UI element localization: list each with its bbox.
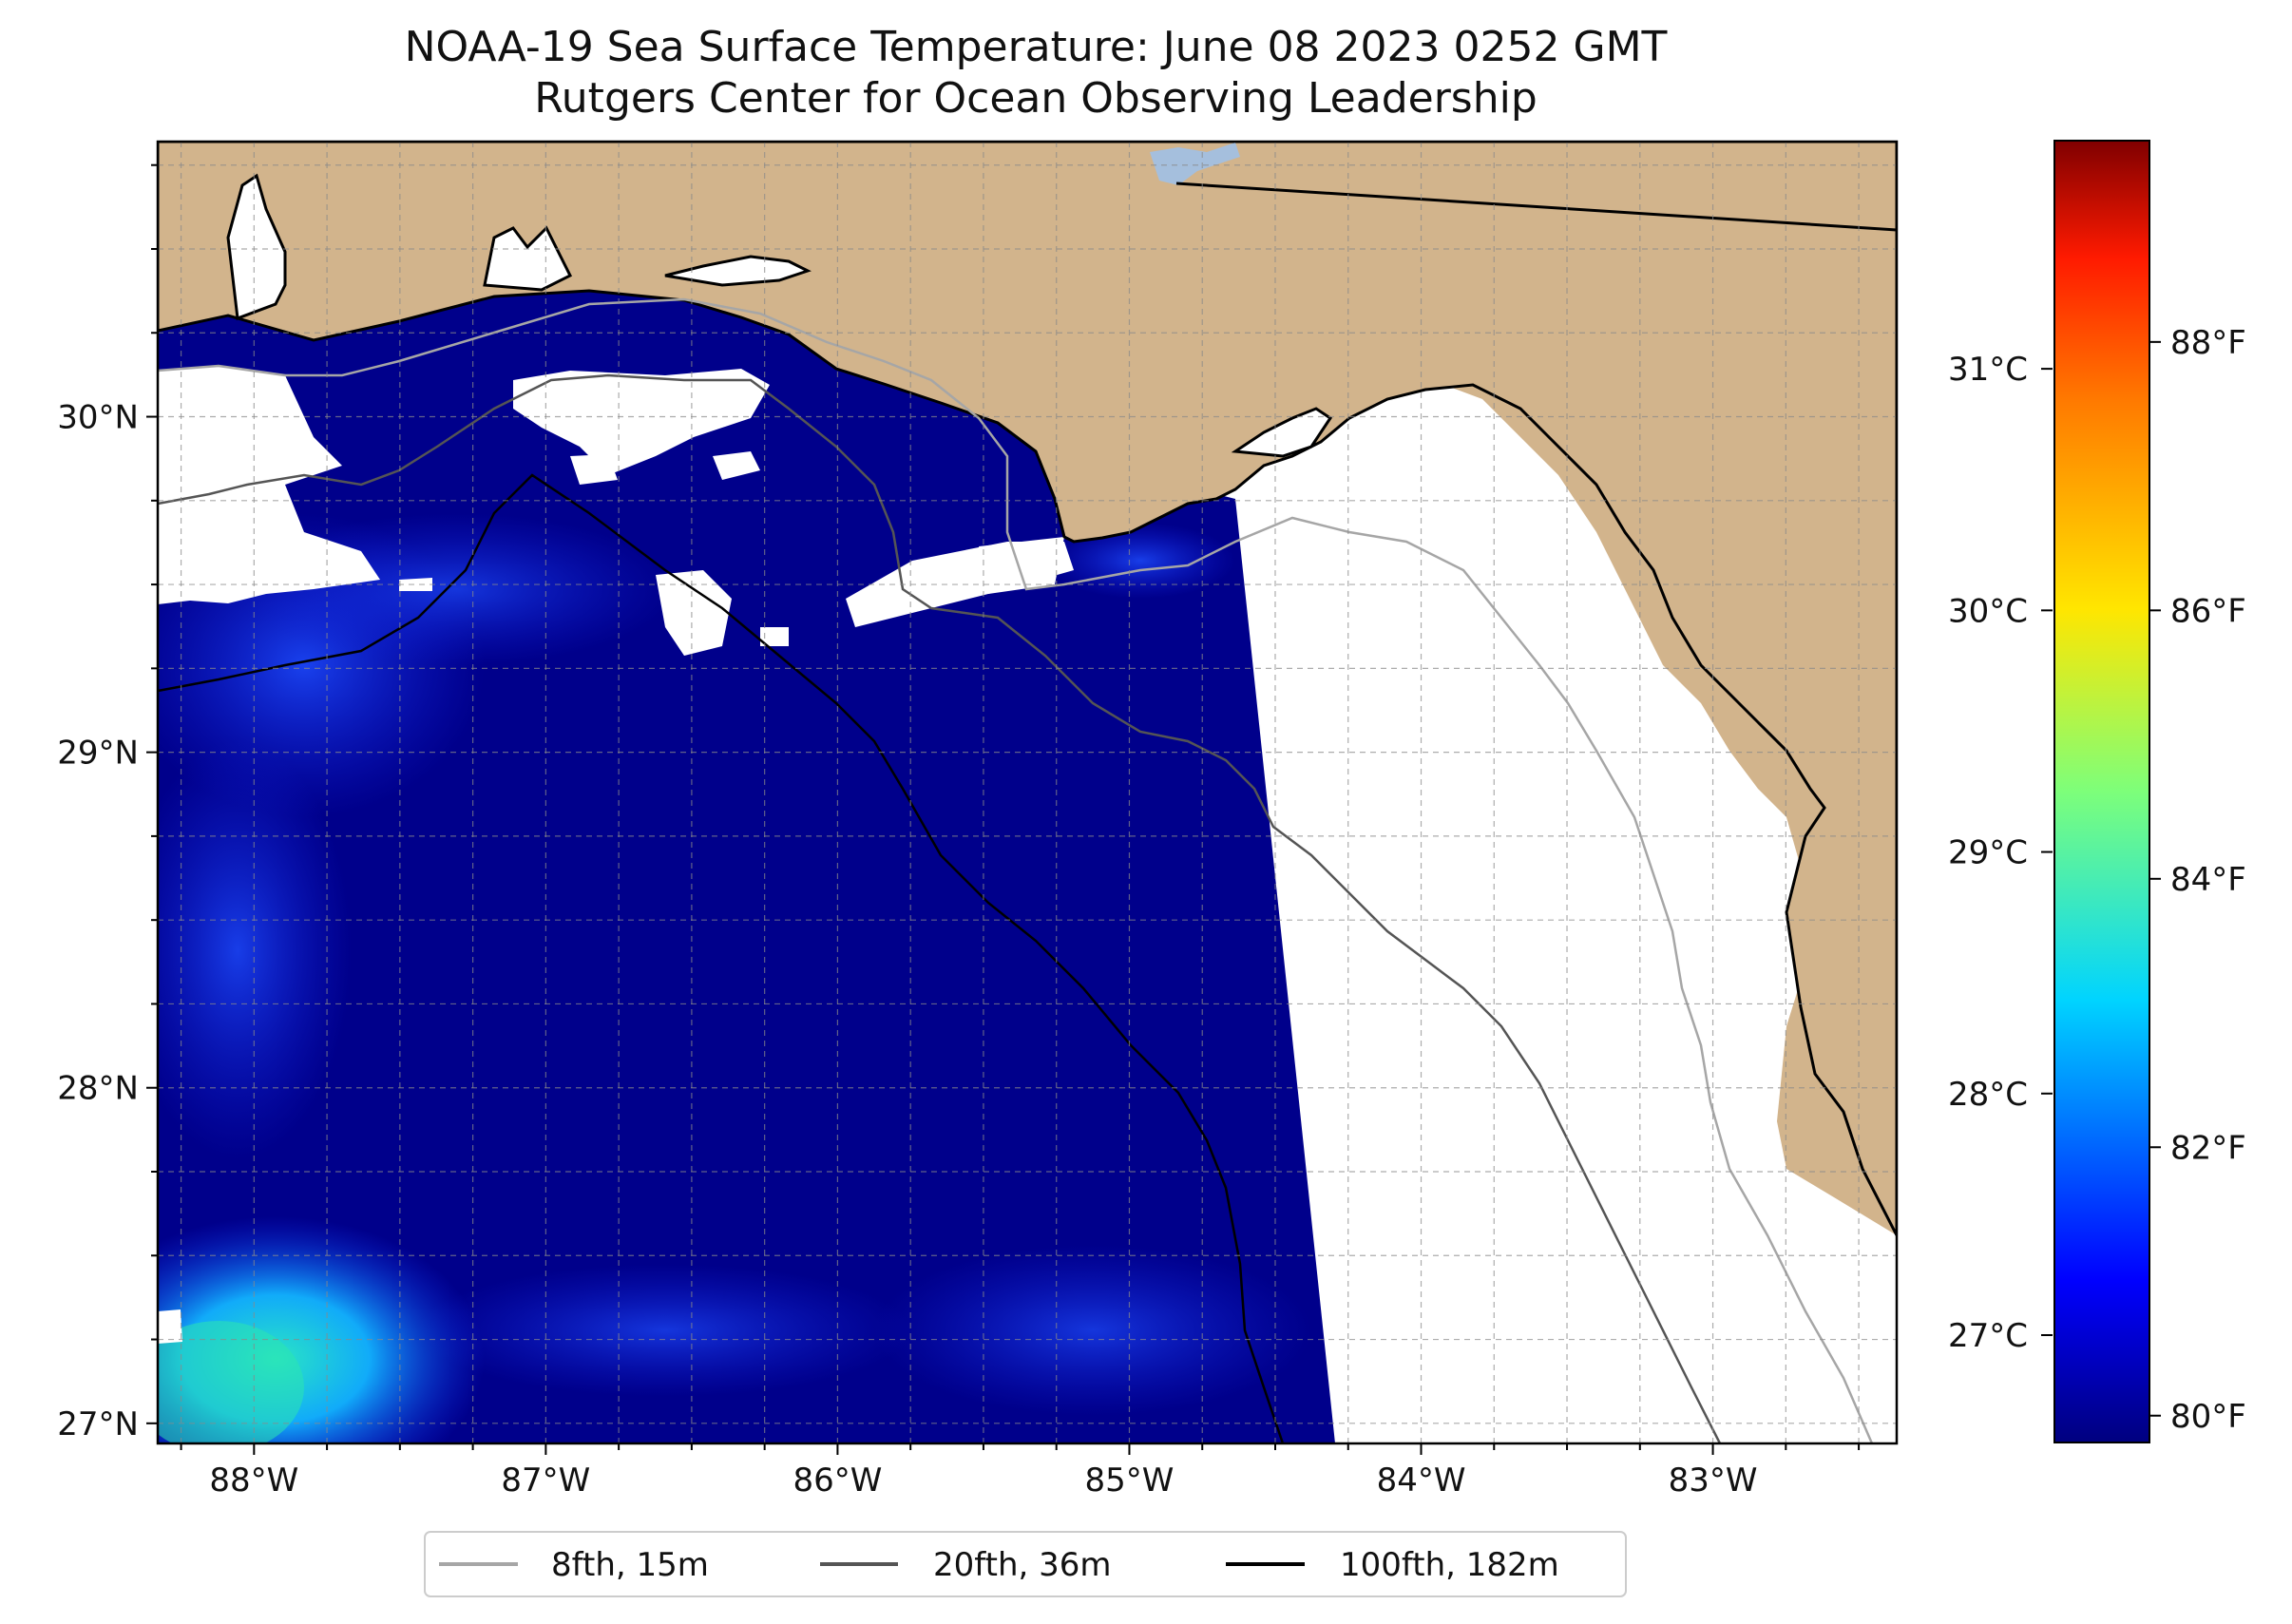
inland-lake <box>1150 143 1240 185</box>
colorbar-c-label: 31°C <box>1948 351 2028 389</box>
state-boundary <box>1175 182 1897 232</box>
florida-land <box>158 142 1897 1236</box>
colorbar-ticks: 80°F 82°F 84°F 86°F 88°F 27°C 28°C 29°C 30°C 31°C <box>1948 324 2246 1436</box>
lon-tick-label: 87°W <box>501 1462 590 1500</box>
graticule <box>158 142 1897 1443</box>
lon-tick-label: 83°W <box>1669 1462 1758 1500</box>
colorbar-f-label: 86°F <box>2170 592 2246 630</box>
legend-label-20fth: 20fth, 36m <box>933 1546 1112 1584</box>
axis-ticks: 88°W 87°W 86°W 85°W 84°W 83°W 30°N 29°N 28°N 27°N <box>57 163 1861 1500</box>
legend-label-100fth: 100fth, 182m <box>1340 1546 1559 1584</box>
lat-tick-label: 27°N <box>57 1405 139 1443</box>
colorbar <box>2053 140 2150 1443</box>
map-subtitle: Rutgers Center for Ocean Observing Leade… <box>534 74 1538 123</box>
legend-box <box>424 1531 1627 1597</box>
lon-tick-label: 85°W <box>1085 1462 1175 1500</box>
map-panel <box>158 142 1897 1443</box>
colorbar-c-label: 30°C <box>1948 592 2028 630</box>
colorbar-c-label: 29°C <box>1948 834 2028 872</box>
isobath-100fth <box>158 473 1285 1443</box>
coastal-bays <box>226 173 1333 458</box>
lat-tick-label: 29°N <box>57 735 139 773</box>
map-title: NOAA-19 Sea Surface Temperature: June 08… <box>404 23 1668 71</box>
colorbar-f-label: 82°F <box>2170 1129 2246 1167</box>
colorbar-c-label: 27°C <box>1948 1317 2028 1355</box>
lat-tick-label: 30°N <box>57 399 139 437</box>
isobath-8fth <box>158 297 1874 1443</box>
legend-label-8fth: 8fth, 15m <box>551 1546 709 1584</box>
legend: 8fth, 15m 20fth, 36m 100fth, 182m <box>424 1531 1627 1597</box>
colorbar-f-label: 88°F <box>2170 324 2246 362</box>
colorbar-c-label: 28°C <box>1948 1076 2028 1114</box>
lon-tick-label: 86°W <box>793 1462 882 1500</box>
lon-tick-label: 84°W <box>1377 1462 1466 1500</box>
lon-tick-label: 88°W <box>209 1462 298 1500</box>
colorbar-f-label: 84°F <box>2170 861 2246 899</box>
cloud-mask <box>158 366 1074 1344</box>
colorbar-f-label: 80°F <box>2170 1398 2246 1436</box>
lat-tick-label: 28°N <box>57 1070 139 1108</box>
map-frame <box>156 140 1899 1445</box>
isobath-20fth <box>158 373 1722 1443</box>
